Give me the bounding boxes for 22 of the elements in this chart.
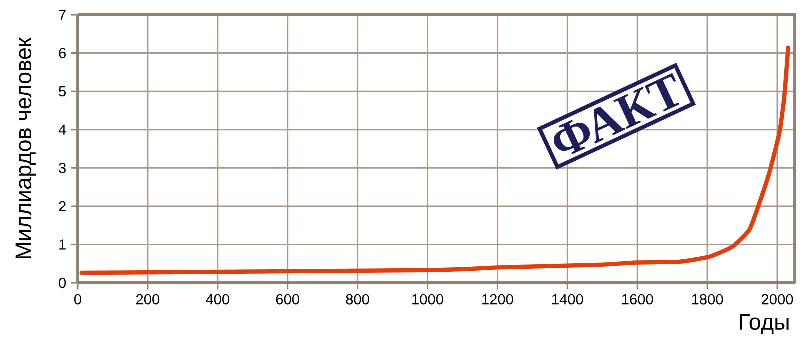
x-axis-title: Годы	[740, 314, 789, 334]
y-tick-label: 4	[58, 124, 66, 135]
y-tick-label: 3	[59, 162, 66, 174]
x-tick-label: 600	[276, 294, 300, 305]
y-tick-label: 1	[60, 240, 66, 250]
y-tick-label: 6	[59, 48, 66, 58]
x-tick-label: 200	[136, 294, 160, 305]
y-tick-label: 7	[59, 10, 66, 20]
x-tick-label: 1800	[692, 294, 724, 305]
x-tick-label: 800	[346, 294, 370, 305]
x-tick-label: 0	[74, 294, 82, 305]
x-tick-label: 1400	[552, 294, 584, 305]
x-tick-label: 1600	[622, 294, 654, 305]
x-tick-label: 1000	[412, 294, 444, 305]
line-series	[80, 46, 790, 276]
x-tick-label: 1200	[482, 294, 514, 305]
y-tick-label: 5	[59, 86, 66, 97]
x-tick-label: 2000	[762, 294, 794, 305]
x-tick-label: 400	[206, 294, 230, 305]
y-axis-title: Миллиардов человек	[16, 38, 36, 259]
y-tick-label: 2	[59, 201, 66, 212]
y-tick-label: 0	[59, 278, 66, 288]
